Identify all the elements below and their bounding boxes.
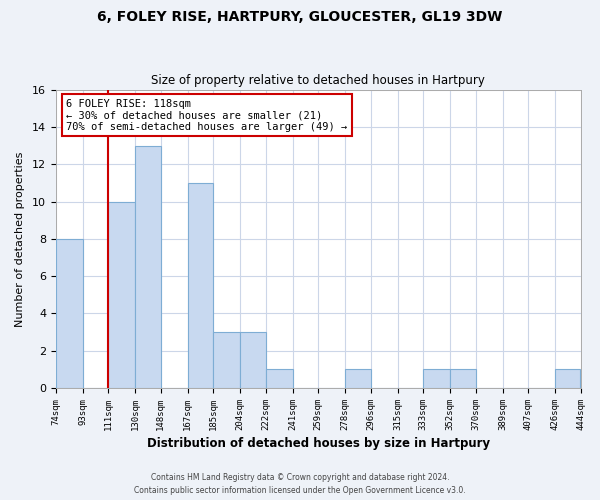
Bar [266,370,293,388]
X-axis label: Distribution of detached houses by size in Hartpury: Distribution of detached houses by size … [146,437,490,450]
Text: 6, FOLEY RISE, HARTPURY, GLOUCESTER, GL19 3DW: 6, FOLEY RISE, HARTPURY, GLOUCESTER, GL1… [97,10,503,24]
Bar [188,183,213,388]
Title: Size of property relative to detached houses in Hartpury: Size of property relative to detached ho… [151,74,485,87]
Bar [345,370,371,388]
Bar [108,202,135,388]
Bar [423,370,450,388]
Text: Contains HM Land Registry data © Crown copyright and database right 2024.
Contai: Contains HM Land Registry data © Crown c… [134,474,466,495]
Bar [135,146,161,388]
Bar [555,370,580,388]
Bar [240,332,266,388]
Text: 6 FOLEY RISE: 118sqm
← 30% of detached houses are smaller (21)
70% of semi-detac: 6 FOLEY RISE: 118sqm ← 30% of detached h… [66,98,347,132]
Bar [56,239,83,388]
Bar [213,332,240,388]
Y-axis label: Number of detached properties: Number of detached properties [15,151,25,326]
Bar [450,370,476,388]
